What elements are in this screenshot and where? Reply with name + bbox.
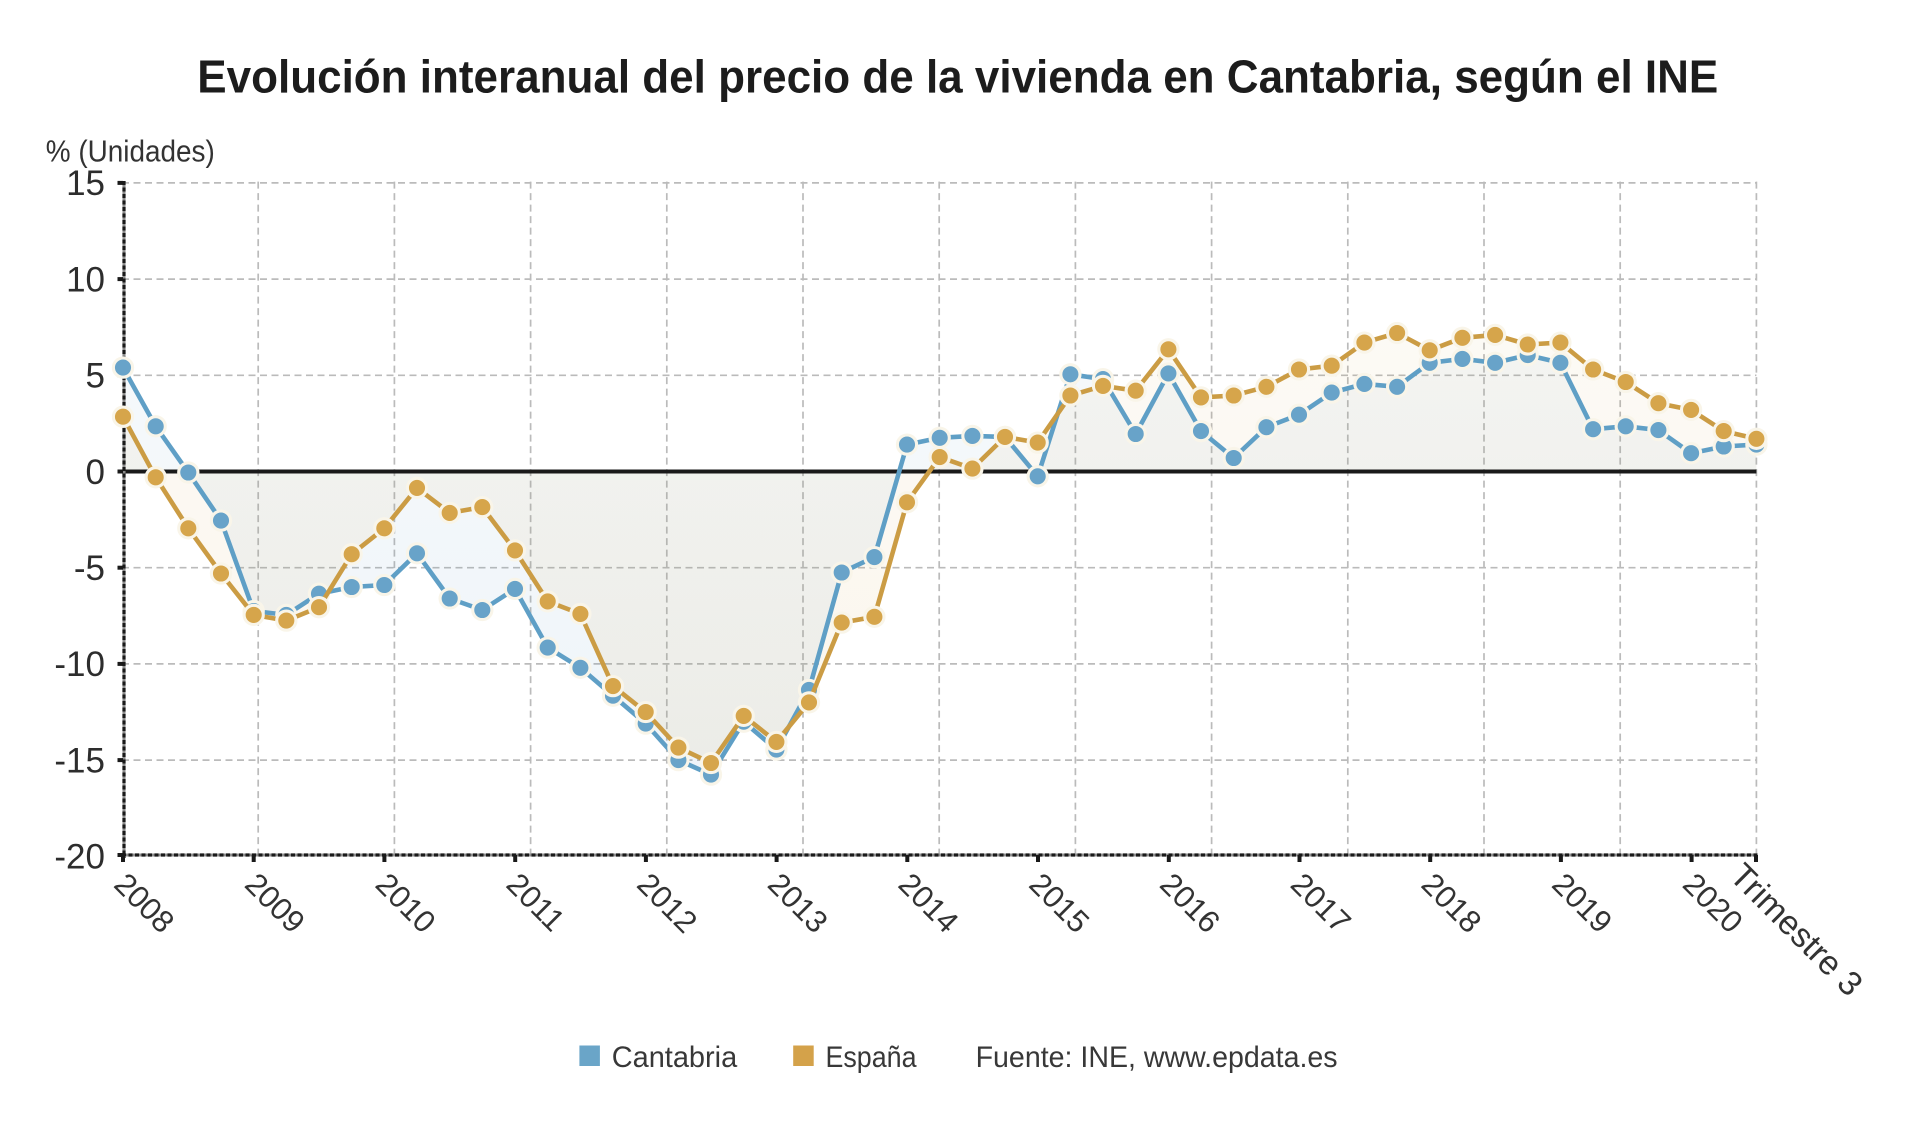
svg-text:-15: -15 xyxy=(54,741,105,780)
svg-text:15: 15 xyxy=(66,164,105,203)
svg-text:Fuente: INE, www.epdata.es: Fuente: INE, www.epdata.es xyxy=(976,1041,1338,1074)
svg-text:-20: -20 xyxy=(54,838,105,877)
svg-text:0: 0 xyxy=(86,453,105,492)
svg-text:5: 5 xyxy=(86,357,105,396)
svg-text:Cantabria: Cantabria xyxy=(612,1041,738,1074)
svg-text:-5: -5 xyxy=(74,549,105,588)
svg-text:% (Unidades): % (Unidades) xyxy=(46,134,215,169)
svg-text:España: España xyxy=(826,1041,917,1074)
svg-text:Evolución interanual del preci: Evolución interanual del precio de la vi… xyxy=(197,51,1718,103)
svg-text:10: 10 xyxy=(66,260,105,299)
svg-text:-10: -10 xyxy=(54,645,105,684)
